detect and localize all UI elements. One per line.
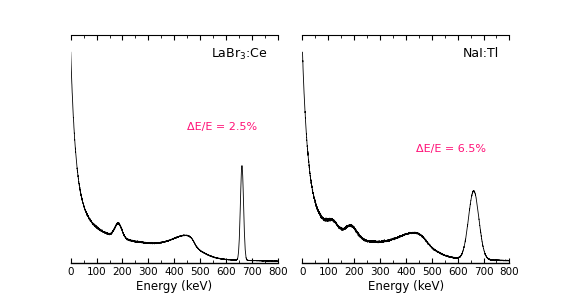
Text: NaI:Tl: NaI:Tl [463, 47, 499, 60]
X-axis label: Energy (keV): Energy (keV) [136, 280, 212, 293]
Text: ΔE/E = 6.5%: ΔE/E = 6.5% [416, 145, 486, 154]
X-axis label: Energy (keV): Energy (keV) [368, 280, 444, 293]
Text: LaBr$_3$:Ce: LaBr$_3$:Ce [211, 47, 267, 62]
Text: ΔE/E = 2.5%: ΔE/E = 2.5% [187, 122, 257, 132]
